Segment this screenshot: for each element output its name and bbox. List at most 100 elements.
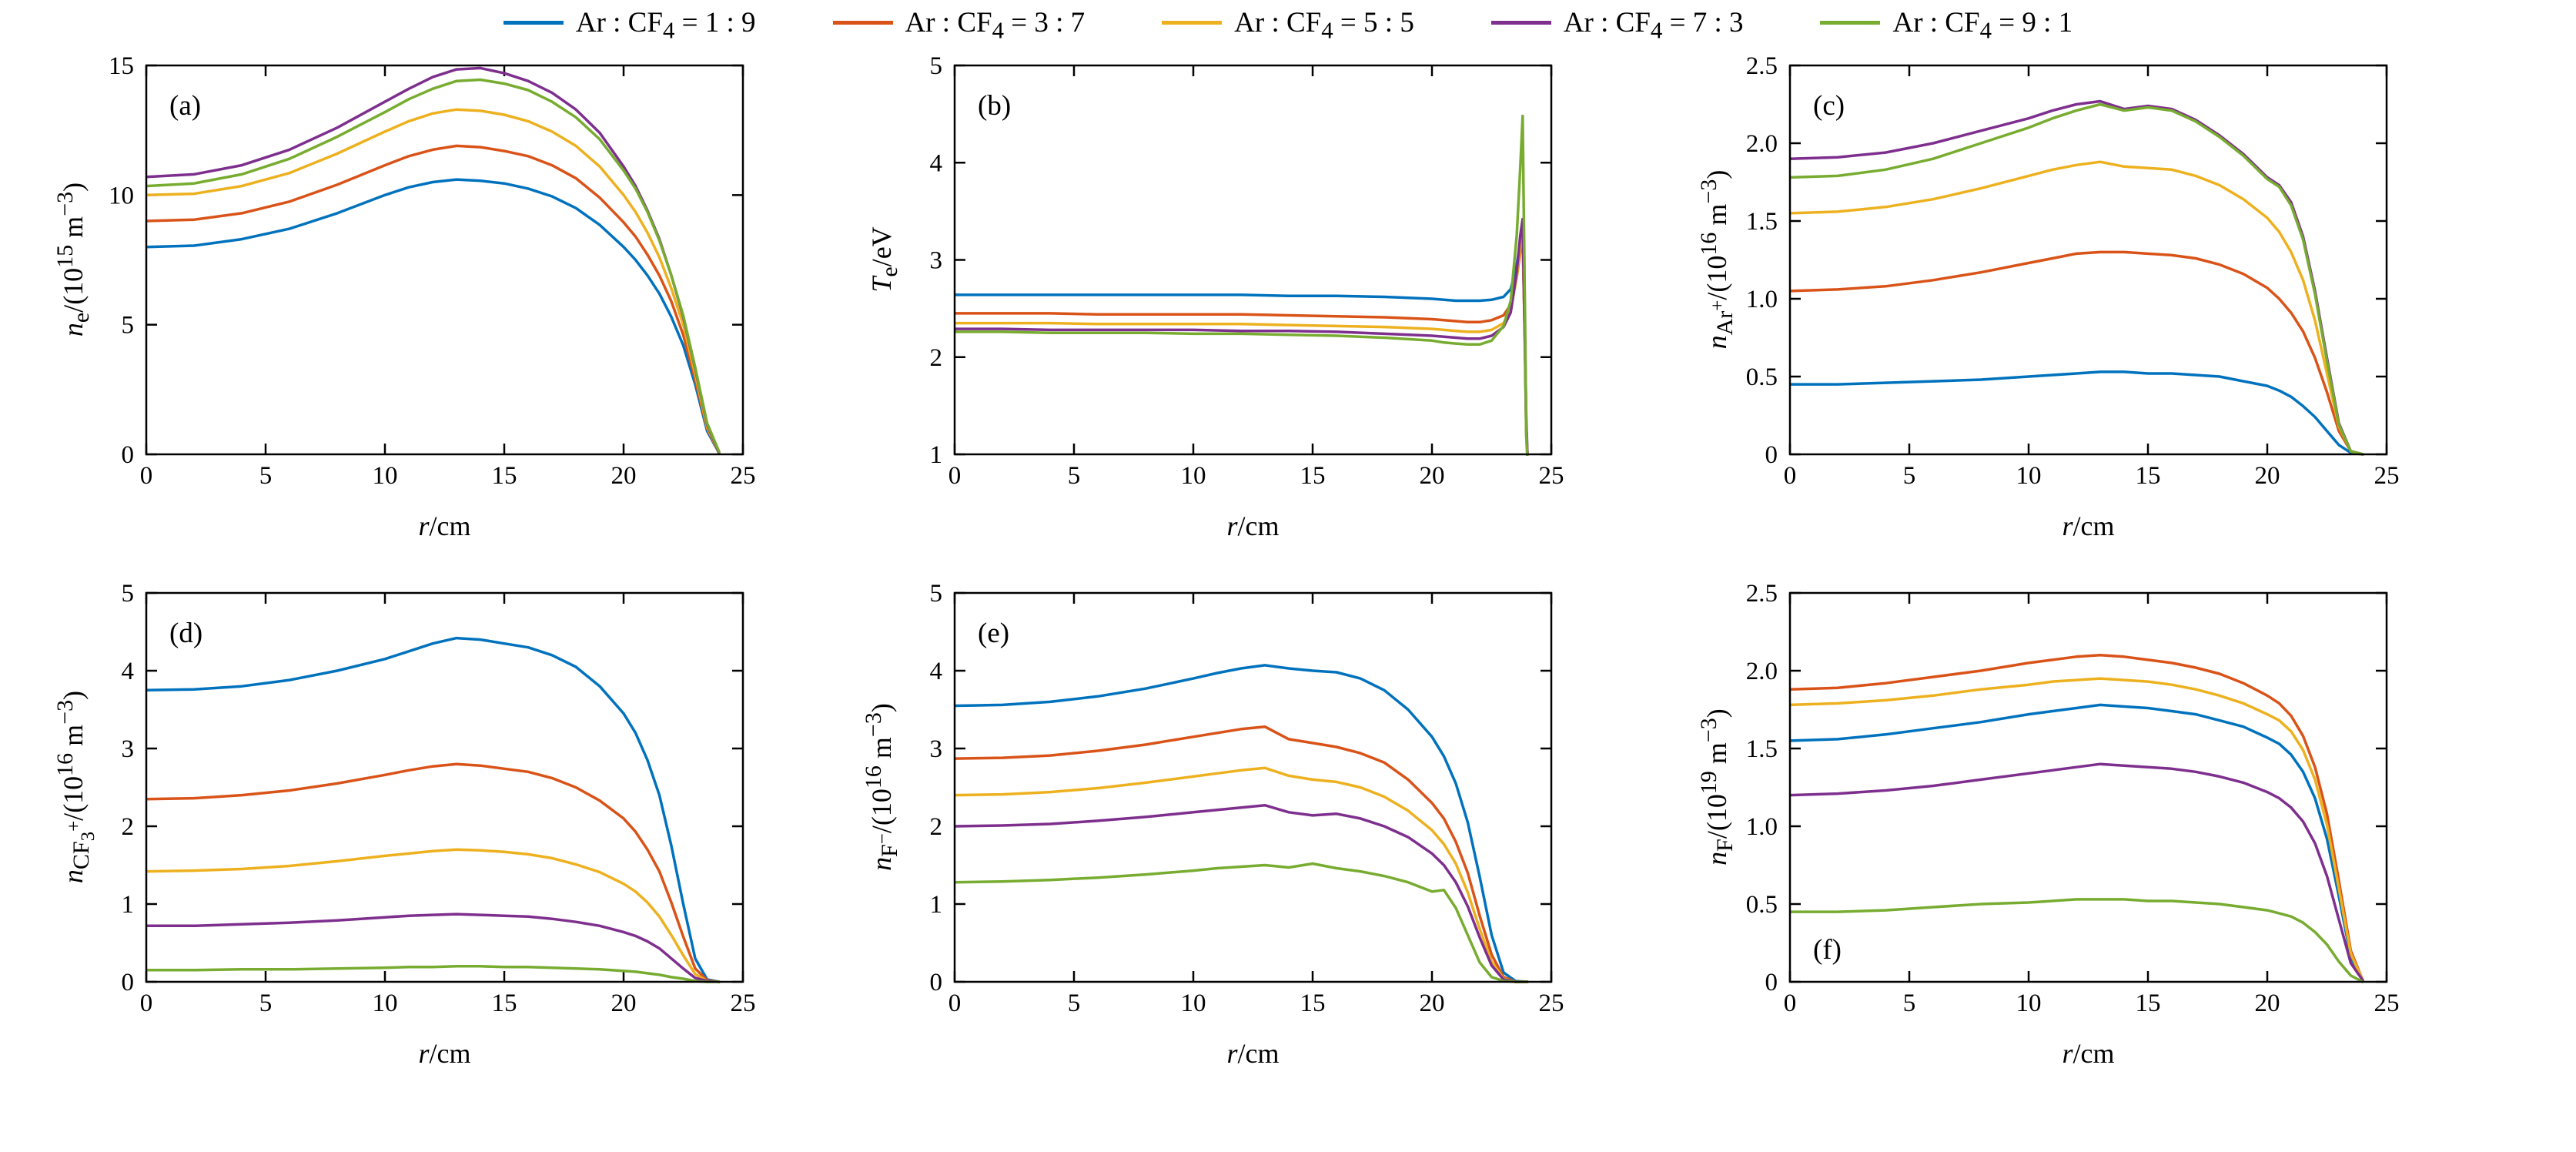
panel-a: ne/(1015 m−3) 0 5 10 15 20 25 0 5 10 15 (a) r/cm bbox=[8, 31, 785, 570]
panel-b: Te/eV 0 5 10 15 20 25 1 2 3 4 5 (b) r/cm bbox=[816, 31, 1594, 570]
panel-a-x-tick-label: 20 bbox=[611, 462, 637, 490]
panel-b-ticks bbox=[953, 64, 1553, 456]
panel-e-y-tick-label: 5 bbox=[930, 580, 943, 608]
panel-c-x-tick-label: 15 bbox=[2136, 462, 2161, 490]
panel-f-y-tick-label: 0 bbox=[1765, 969, 1778, 996]
panel-a-x-axis-label: r/cm bbox=[418, 511, 471, 541]
panel-c-x-tick-label: 5 bbox=[1903, 462, 1916, 490]
panel-a-series-Ar:CF4=5:5 bbox=[146, 108, 721, 455]
panel-c-ticks bbox=[1788, 64, 2388, 456]
panel-d-series-Ar:CF4=9:1 bbox=[146, 965, 721, 983]
legend-line-swatch bbox=[1820, 21, 1881, 25]
panel-e-x-tick-label: 15 bbox=[1300, 990, 1326, 1017]
panel-d-x-tick-label: 0 bbox=[140, 990, 153, 1017]
panel-c-y-tick-label: 0 bbox=[1765, 441, 1778, 469]
panel-d-axes-frame bbox=[145, 591, 744, 983]
panel-d-x-axis-label: r/cm bbox=[418, 1038, 471, 1069]
legend: Ar : CF4 = 1 : 9 Ar : CF4 = 3 : 7 Ar : CF4… bbox=[0, 6, 2576, 44]
panel-d-y-tick-label: 2 bbox=[122, 813, 135, 841]
panel-f-y-tick-label: 2.0 bbox=[1746, 658, 1778, 685]
panel-e-series-Ar:CF4=7:3 bbox=[955, 803, 1529, 983]
panel-e-plot-area: 0 5 10 15 20 25 0 1 2 3 4 5 (e) bbox=[930, 580, 1564, 1017]
panel-f-ticks bbox=[1788, 591, 2388, 983]
panel-b-series-Ar:CF4=9:1 bbox=[955, 114, 1529, 456]
panel-e-x-tick-label: 20 bbox=[1420, 990, 1445, 1017]
panel-e-y-tick-label: 3 bbox=[930, 735, 943, 763]
panel-d-series-Ar:CF4=3:7 bbox=[146, 762, 721, 983]
panel-c: nAr+/(1016 m−3) 0 5 10 15 20 25 0 0.5 1.0 1.5 2.0 2.… bbox=[1651, 31, 2429, 570]
panel-d-series-Ar:CF4=7:3 bbox=[146, 913, 721, 983]
legend-label: Ar : CF4 = 5 : 5 bbox=[1234, 7, 1414, 44]
panel-f-x-tick-label: 15 bbox=[2136, 990, 2161, 1017]
panel-f-x-tick-label: 20 bbox=[2255, 990, 2280, 1017]
panel-d-y-tick-label: 4 bbox=[122, 658, 135, 685]
panel-b-x-tick-label: 0 bbox=[948, 462, 962, 490]
panel-a-y-tick-label: 0 bbox=[122, 441, 135, 469]
panel-f-y-tick-label: 2.5 bbox=[1746, 580, 1778, 608]
panel-a-ticks bbox=[145, 64, 744, 456]
panel-f-axes-frame bbox=[1788, 591, 2388, 983]
panel-c-series-Ar:CF4=7:3 bbox=[1790, 99, 2364, 456]
panel-c-y-tick-label: 1.0 bbox=[1746, 286, 1778, 313]
panel-d-y-tick-label: 3 bbox=[122, 735, 135, 763]
panel-e-series-Ar:CF4=9:1 bbox=[955, 862, 1529, 983]
panel-c-series-Ar:CF4=5:5 bbox=[1790, 160, 2364, 456]
legend-line-swatch bbox=[832, 21, 893, 25]
legend-item-3: Ar : CF4 = 5 : 5 bbox=[1162, 6, 1414, 44]
panel-a-axes-frame bbox=[145, 64, 744, 456]
panel-e-x-tick-label: 5 bbox=[1068, 990, 1081, 1017]
legend-item-2: Ar : CF4 = 3 : 7 bbox=[832, 6, 1086, 44]
panel-f-series-Ar:CF4=1:9 bbox=[1790, 703, 2364, 982]
panel-c-x-tick-label: 0 bbox=[1784, 462, 1797, 490]
panel-c-y-tick-label: 1.5 bbox=[1746, 208, 1778, 236]
panel-f-y-tick-label: 1.0 bbox=[1746, 813, 1778, 841]
panel-c-x-tick-label: 25 bbox=[2374, 462, 2400, 490]
panel-a-series-Ar:CF4=1:9 bbox=[146, 178, 721, 455]
panel-a-y-tick-label: 5 bbox=[122, 312, 135, 340]
panel-a-series-Ar:CF4=7:3 bbox=[146, 66, 721, 455]
legend-line-swatch bbox=[1490, 21, 1551, 25]
panel-c-x-axis-label: r/cm bbox=[2062, 511, 2115, 541]
panel-c-plot-area: 0 5 10 15 20 25 0 0.5 1.0 1.5 2.0 2.5 (c) bbox=[1746, 52, 2400, 490]
panel-b-series-Ar:CF4=3:7 bbox=[955, 236, 1529, 456]
panel-e-x-axis-label: r/cm bbox=[1226, 1038, 1280, 1069]
panel-b-axes-frame bbox=[953, 64, 1553, 456]
panel-d-x-tick-label: 25 bbox=[731, 990, 756, 1017]
panel-f-series-Ar:CF4=3:7 bbox=[1790, 654, 2364, 982]
panel-e-y-tick-label: 0 bbox=[930, 969, 943, 996]
panel-f-y-tick-label: 0.5 bbox=[1746, 891, 1778, 919]
legend-line-swatch bbox=[1162, 21, 1223, 25]
panel-a-series-Ar:CF4=9:1 bbox=[146, 78, 721, 454]
panel-f-x-tick-label: 10 bbox=[2016, 990, 2042, 1017]
panel-c-x-tick-label: 20 bbox=[2255, 462, 2280, 490]
panel-e-x-tick-label: 10 bbox=[1181, 990, 1206, 1017]
panel-e-series-Ar:CF4=5:5 bbox=[955, 766, 1529, 983]
panel-c-series-Ar:CF4=9:1 bbox=[1790, 102, 2364, 456]
panel-e-letter-label: (e) bbox=[978, 618, 1009, 649]
panel-d-series-Ar:CF4=5:5 bbox=[146, 848, 721, 983]
panel-b-x-axis-label: r/cm bbox=[1226, 511, 1280, 541]
panel-a-y-tick-label: 15 bbox=[109, 52, 134, 80]
panel-b-y-tick-label: 5 bbox=[930, 52, 943, 80]
panel-b-y-tick-label: 4 bbox=[930, 149, 943, 177]
panel-c-series-Ar:CF4=3:7 bbox=[1790, 250, 2364, 456]
panel-b-y-tick-label: 3 bbox=[930, 247, 943, 275]
panel-d-y-tick-label: 1 bbox=[122, 891, 135, 919]
panel-e-axes-frame bbox=[953, 591, 1553, 983]
legend-label: Ar : CF4 = 3 : 7 bbox=[905, 7, 1086, 44]
panel-c-x-tick-label: 10 bbox=[2016, 462, 2042, 490]
legend-item-1: Ar : CF4 = 1 : 9 bbox=[503, 6, 756, 42]
panel-f-series-Ar:CF4=7:3 bbox=[1790, 762, 2364, 982]
panel-b-y-tick-label: 1 bbox=[930, 441, 943, 469]
panel-e-y-tick-label: 4 bbox=[930, 658, 943, 685]
panel-f-x-tick-label: 25 bbox=[2374, 990, 2400, 1017]
legend-label: Ar : CF4 = 9 : 1 bbox=[1892, 7, 2073, 44]
panel-b-series-Ar:CF4=7:3 bbox=[955, 217, 1529, 456]
panel-b-x-tick-label: 15 bbox=[1300, 462, 1326, 490]
panel-f-letter-label: (f) bbox=[1813, 934, 1842, 966]
legend-label: Ar : CF4 = 7 : 3 bbox=[1563, 7, 1744, 44]
panel-a-x-tick-label: 0 bbox=[140, 462, 153, 490]
panel-a-x-tick-label: 5 bbox=[259, 462, 273, 490]
panel-b-series-Ar:CF4=1:9 bbox=[955, 231, 1529, 456]
